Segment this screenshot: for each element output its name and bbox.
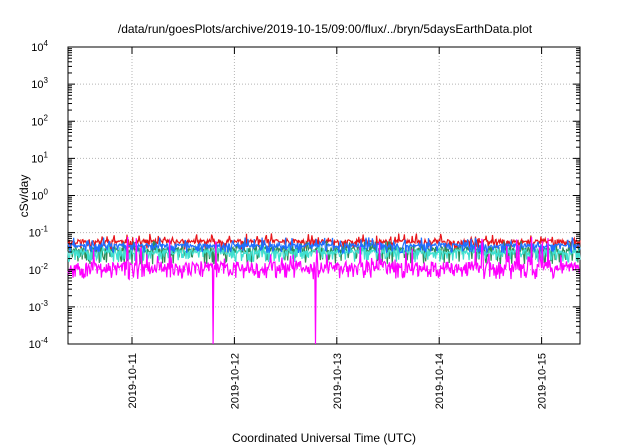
x-tick-label: 2019-10-14	[434, 353, 446, 409]
series-line	[67, 243, 581, 263]
y-tick-exponent: 2	[44, 113, 49, 122]
y-tick-exponent: -4	[41, 336, 49, 345]
y-tick-label: 10-2	[29, 262, 49, 277]
y-tick-exponent: 0	[44, 188, 49, 197]
x-ticks: 2019-10-11 2019-10-12 2019-10-13 2019-10-14…	[127, 47, 549, 409]
y-tick-label: 104	[31, 39, 48, 54]
y-tick-label: 100	[31, 188, 48, 203]
y-tick-exponent: 1	[44, 150, 49, 159]
series-line	[67, 236, 581, 345]
grid	[68, 47, 580, 344]
y-tick-exponent: -1	[41, 225, 49, 234]
y-tick-exponent: -3	[41, 299, 49, 308]
y-tick-label: 103	[31, 76, 48, 91]
x-tick-label: 2019-10-12	[229, 353, 241, 409]
x-axis-label: Coordinated Universal Time (UTC)	[232, 431, 416, 445]
series-group	[67, 233, 581, 345]
x-tick-label: 2019-10-15	[537, 353, 549, 409]
y-tick-label: 101	[31, 150, 48, 165]
y-tick-label: 10-1	[29, 225, 49, 240]
y-tick-exponent: -2	[41, 262, 49, 271]
y-tick-label: 102	[31, 113, 48, 128]
x-tick-label: 2019-10-13	[332, 353, 344, 409]
y-tick-label: 10-4	[29, 336, 49, 351]
y-tick-exponent: 4	[44, 39, 49, 48]
series-line	[67, 237, 581, 256]
y-tick-exponent: 3	[44, 76, 49, 85]
y-tick-label: 10-3	[29, 299, 49, 314]
chart-title: /data/run/goesPlots/archive/2019-10-15/0…	[118, 22, 533, 36]
y-axis-label: cSv/day	[17, 175, 31, 218]
x-tick-label: 2019-10-11	[127, 353, 139, 408]
